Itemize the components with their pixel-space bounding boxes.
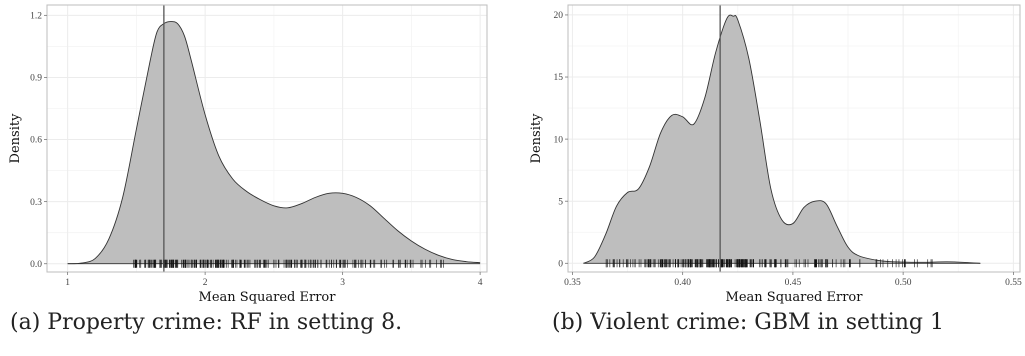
y-tick-label: 10 — [554, 135, 564, 145]
y-tick-label: 0 — [558, 260, 563, 270]
rug-marks — [605, 259, 933, 268]
x-tick-label: 3 — [340, 278, 345, 288]
x-tick-label: 1 — [65, 278, 70, 288]
figure: 1 2 3 4 0.0 0.3 0.6 0.9 1.2 Mean Squared Error Den… — [8, 4, 1022, 305]
plot-frame — [46, 4, 488, 273]
y-tick-label: 15 — [554, 73, 564, 83]
x-tick-label: 0.45 — [785, 278, 802, 288]
y-tick-label: 0.0 — [30, 260, 42, 270]
density-curve — [583, 14, 981, 264]
y-tick-label: 20 — [554, 11, 564, 21]
y-tick-label: 0.3 — [30, 198, 42, 208]
x-axis-title: Mean Squared Error — [726, 290, 864, 305]
x-tick-label: 4 — [478, 278, 483, 288]
chart-panel-b: 0.35 0.40 0.45 0.50 0.55 0 5 10 15 20 Mean Squared… — [529, 4, 1022, 305]
density-curve — [67, 21, 481, 265]
plot-frame — [567, 4, 1021, 273]
y-tick-label: 5 — [558, 197, 563, 207]
density-area — [67, 21, 481, 264]
x-tick-label: 0.50 — [895, 278, 912, 288]
x-tick-label: 2 — [203, 278, 208, 288]
caption-b: (b) Violent crime: GBM in setting 1 — [552, 310, 944, 335]
density-area — [583, 15, 981, 264]
y-tick-label: 0.9 — [30, 74, 42, 84]
y-axis-title: Density — [529, 113, 544, 164]
x-tick-label: 0.55 — [1005, 278, 1022, 288]
y-tick-label: 0.6 — [30, 136, 42, 146]
x-tick-label: 0.40 — [674, 278, 691, 288]
y-tick-label: 1.2 — [30, 12, 42, 22]
y-axis-title: Density — [8, 113, 23, 164]
x-axis-title: Mean Squared Error — [199, 290, 337, 305]
chart-panel-a: 1 2 3 4 0.0 0.3 0.6 0.9 1.2 Mean Squared Error Den… — [8, 4, 488, 305]
caption-a: (a) Property crime: RF in setting 8. — [10, 310, 403, 335]
rug-marks — [133, 259, 444, 268]
x-tick-label: 0.35 — [564, 278, 581, 288]
